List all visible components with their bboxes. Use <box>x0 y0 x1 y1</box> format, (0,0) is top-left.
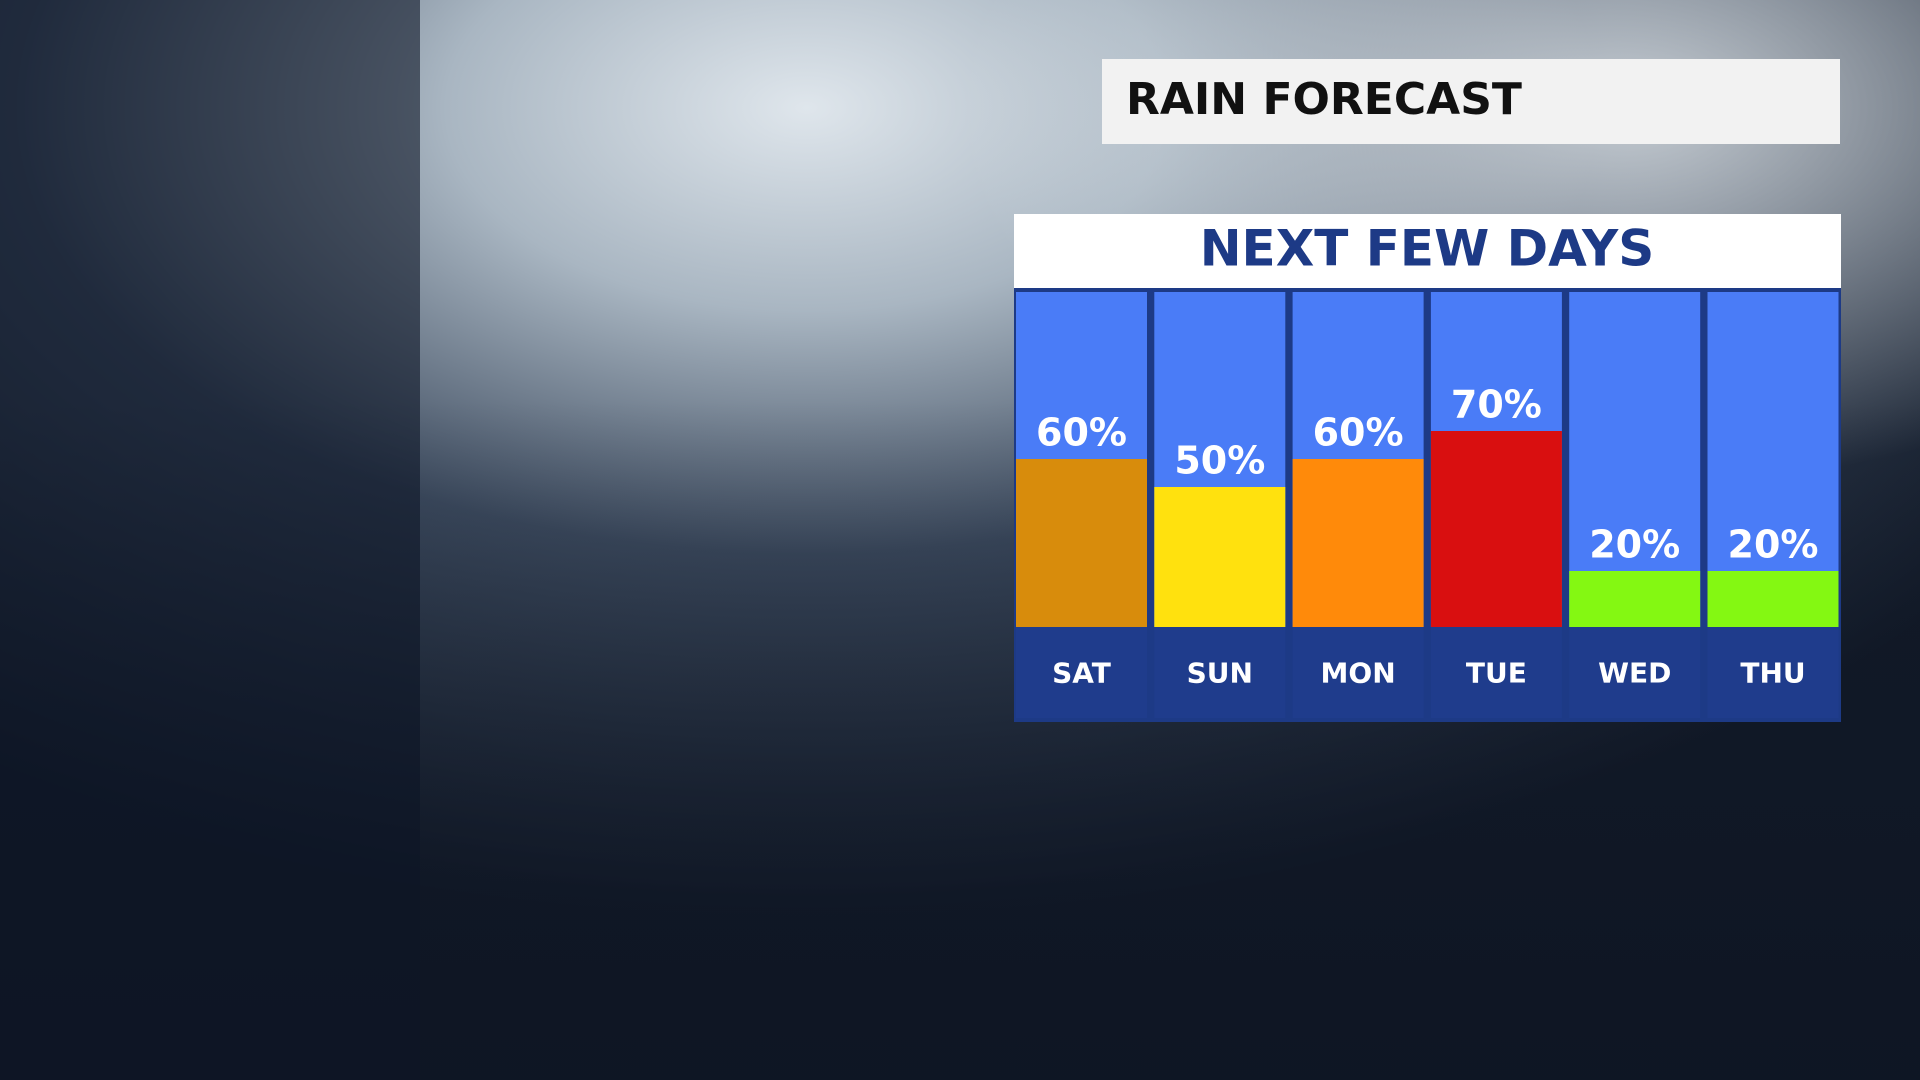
day-band <box>1016 627 1147 718</box>
bar <box>1707 571 1839 627</box>
day-band <box>1430 627 1562 718</box>
value-label: 20% <box>1728 523 1819 567</box>
bar <box>1154 487 1286 627</box>
bar <box>1292 459 1424 627</box>
subtitle-box <box>1014 214 1841 288</box>
day-band <box>1154 627 1286 718</box>
title-box <box>1102 59 1840 144</box>
x-tick-label: SAT <box>1052 657 1111 690</box>
bar <box>1569 571 1701 627</box>
value-label: 60% <box>1313 411 1404 455</box>
value-label: 50% <box>1174 439 1265 483</box>
x-tick-label: MON <box>1321 657 1396 690</box>
x-tick-label: SUN <box>1187 657 1253 690</box>
background-left <box>0 0 420 1080</box>
value-label: 70% <box>1451 383 1542 427</box>
chart-panel <box>1014 288 1841 722</box>
day-band <box>1569 627 1701 718</box>
day-band <box>1292 627 1424 718</box>
x-tick-label: TUE <box>1466 657 1527 690</box>
day-band <box>1707 627 1839 718</box>
bar <box>1430 431 1562 627</box>
chart-subtitle: NEXT FEW DAYS <box>1200 220 1655 278</box>
x-tick-label: THU <box>1740 657 1805 690</box>
x-tick-label: WED <box>1598 657 1671 690</box>
bar <box>1016 459 1147 627</box>
chart-title: RAIN FORECAST <box>1126 74 1522 125</box>
value-label: 60% <box>1036 411 1127 455</box>
value-label: 20% <box>1589 523 1680 567</box>
